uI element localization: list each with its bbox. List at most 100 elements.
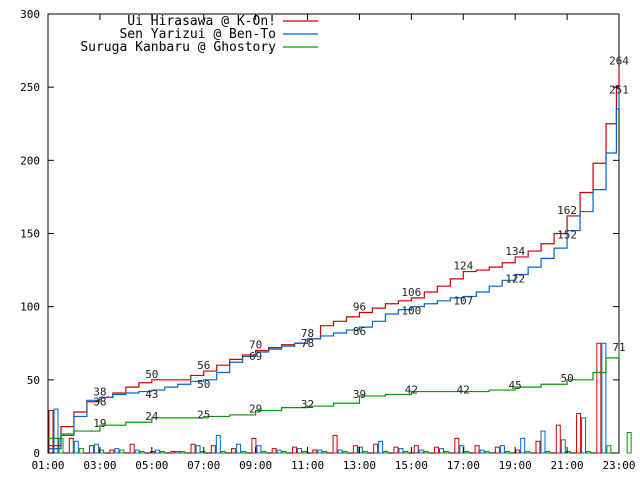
hourly-bar <box>291 446 297 454</box>
hourly-bar <box>520 437 526 454</box>
hourly-bar <box>170 451 176 454</box>
hourly-bar <box>413 445 419 454</box>
x-tick-label: 19:00 <box>499 459 532 472</box>
hourly-bar <box>439 448 445 454</box>
hourly-bar <box>215 434 221 454</box>
hourly-bar <box>515 449 521 454</box>
hourly-bar <box>251 437 257 454</box>
data-label: 19 <box>93 417 106 430</box>
hourly-bar <box>474 445 480 454</box>
data-label: 162 <box>557 204 577 217</box>
hourly-bar <box>119 449 125 454</box>
data-label: 42 <box>457 384 470 397</box>
hourly-bar <box>504 451 510 454</box>
hourly-bar <box>256 445 262 454</box>
hourly-bar <box>464 451 470 454</box>
hourly-bar <box>352 445 358 454</box>
hourly-bar <box>94 443 100 454</box>
legend-entry-label: Ui Hirasawa @ K-On! <box>127 14 276 29</box>
hourly-bar <box>195 445 201 454</box>
hourly-bar <box>73 440 79 454</box>
hourly-bars <box>48 342 632 454</box>
hourly-bar <box>332 434 338 454</box>
data-label: 50 <box>197 378 210 391</box>
hourly-bar <box>418 449 424 454</box>
hourly-bar <box>626 432 632 454</box>
y-tick-label: 200 <box>20 154 40 167</box>
hourly-bar <box>231 448 237 454</box>
data-label: 39 <box>353 388 366 401</box>
hourly-bar <box>276 449 282 454</box>
hourly-bar <box>261 451 267 454</box>
hourly-bar <box>362 451 368 454</box>
legend-entry-label: Sen Yarizui @ Ben-To <box>119 27 276 42</box>
hourly-bar <box>459 445 465 454</box>
x-tick-label: 09:00 <box>239 459 272 472</box>
series-line <box>48 349 620 439</box>
hourly-bar <box>560 439 566 454</box>
hourly-bar <box>271 448 277 454</box>
data-label: 50 <box>145 368 158 381</box>
hourly-bar <box>312 449 318 454</box>
data-label: 107 <box>453 294 473 307</box>
hourly-bar <box>601 342 607 454</box>
series-line <box>48 66 620 447</box>
hourly-bar <box>139 451 145 454</box>
hourly-bar <box>434 446 440 454</box>
x-tick-label: 11:00 <box>291 459 324 472</box>
hourly-bar <box>540 430 546 454</box>
hourly-bar <box>337 449 343 454</box>
hourly-bar <box>606 445 612 454</box>
series-line <box>48 85 620 450</box>
hourly-bar <box>378 440 384 454</box>
hourly-bar <box>134 449 140 454</box>
hourly-bar <box>484 451 490 454</box>
hourly-bar <box>301 451 307 454</box>
hourly-bar <box>357 446 363 454</box>
data-label: 100 <box>401 305 421 318</box>
hourly-bar <box>159 451 165 454</box>
y-tick-label: 100 <box>20 301 40 314</box>
hourly-bar <box>220 451 226 454</box>
hourly-bar <box>479 449 485 454</box>
y-tick-label: 150 <box>20 228 40 241</box>
hourly-bar <box>398 448 404 454</box>
data-label: 78 <box>301 337 314 350</box>
hourly-bar <box>454 437 460 454</box>
hourly-bar <box>317 449 323 454</box>
x-tick-label: 13:00 <box>343 459 376 472</box>
data-labels: 38 50 56 70 78 96 106 124 134 162 264 38 43 50 69 78 86 1… <box>93 55 629 431</box>
hourly-bar <box>48 410 54 454</box>
data-label: 96 <box>353 301 366 314</box>
x-tick-label: 17:00 <box>447 459 480 472</box>
hourly-bar <box>373 443 379 454</box>
data-label: 25 <box>197 408 210 421</box>
data-label: 38 <box>93 395 106 408</box>
x-tick-label: 23:00 <box>602 459 635 472</box>
hourly-bar <box>114 448 120 454</box>
hourly-bar <box>596 342 602 454</box>
hourly-bar <box>545 451 551 454</box>
hourly-bar <box>393 446 399 454</box>
data-label: 24 <box>145 410 159 423</box>
data-label: 78 <box>301 327 314 340</box>
x-tick-label: 05:00 <box>135 459 168 472</box>
data-label: 70 <box>249 339 262 352</box>
data-label: 43 <box>145 388 158 401</box>
data-label: 152 <box>557 229 577 242</box>
y-tick-label: 50 <box>27 374 40 387</box>
hourly-bar <box>129 443 135 454</box>
hourly-bar <box>586 451 592 454</box>
data-label: 264 <box>609 55 629 68</box>
x-tick-label: 01:00 <box>31 459 64 472</box>
x-tick-label: 15:00 <box>395 459 428 472</box>
legend: Ui Hirasawa @ K-On!Sen Yarizui @ Ben-ToS… <box>80 14 318 55</box>
hourly-bar <box>555 424 561 454</box>
hourly-bar <box>241 451 247 454</box>
legend-entry-label: Suruga Kanbaru @ Ghostory <box>80 40 276 55</box>
data-label: 134 <box>505 245 525 258</box>
hourly-bar <box>180 451 186 454</box>
data-label: 45 <box>509 379 522 392</box>
hourly-bar <box>494 446 500 454</box>
